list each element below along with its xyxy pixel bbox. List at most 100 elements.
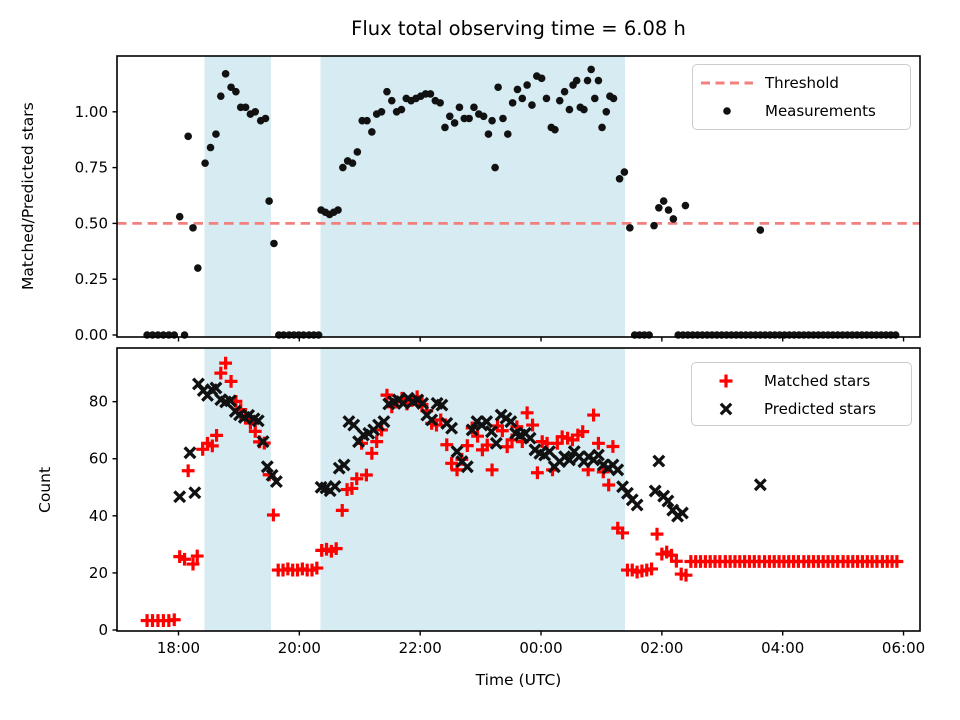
predicted-star-point [435, 398, 449, 412]
plus-marker-icon [694, 371, 758, 391]
predicted-star-point [425, 413, 439, 427]
matched-star-point [335, 504, 349, 517]
measurement-point [756, 226, 765, 234]
predicted-star-point [675, 506, 689, 520]
legend-label-measurements: Measurements [765, 102, 876, 120]
predicted-star-point [251, 414, 265, 428]
predicted-star-point [377, 415, 391, 429]
matched-star-point [592, 436, 605, 450]
measurement-point [572, 76, 581, 85]
x-tick-label: 20:00 [278, 639, 321, 657]
axes-spine [116, 55, 921, 338]
legend-row-predicted: Predicted stars [694, 395, 909, 423]
predicted-star-point [543, 445, 556, 459]
predicted-star-point [269, 475, 283, 489]
matched-star-point [650, 527, 664, 541]
measurement-point [484, 130, 493, 138]
measurement-point [583, 76, 592, 85]
y-tick-label: 80 [89, 393, 108, 411]
measurement-point [523, 81, 531, 89]
measurement-point [598, 123, 606, 132]
measurement-point [626, 224, 634, 232]
measurement-point [184, 132, 192, 141]
measurement-point [212, 130, 220, 138]
y-tick-label: 0.50 [75, 214, 108, 232]
measurement-point [650, 221, 658, 230]
matched-star-point [576, 425, 590, 439]
matched-star-point [460, 439, 474, 453]
predicted-star-point [480, 415, 494, 429]
measurement-point [542, 94, 551, 103]
measurement-point [194, 264, 202, 272]
matched-star-point [210, 428, 223, 442]
measurement-point [251, 108, 260, 116]
matched-star-point [214, 366, 228, 380]
measurement-point [491, 163, 499, 172]
measurement-point [206, 143, 215, 152]
y-tick-label: 0 [98, 621, 108, 639]
measurement-point [201, 159, 209, 167]
matched-star-point [495, 424, 509, 438]
measurement-point [450, 119, 459, 127]
predicted-star-point [591, 448, 605, 462]
measurement-point [227, 83, 235, 92]
legend-row-matched: Matched stars [694, 367, 909, 395]
measurement-point [555, 96, 564, 105]
y-tick-label: 1.00 [75, 103, 108, 121]
matched-star-point [329, 542, 343, 556]
matched-star-point [219, 356, 233, 370]
measurement-point [615, 174, 624, 183]
predicted-star-point [504, 415, 518, 429]
measurement-point [397, 105, 406, 114]
axes-spine [116, 347, 921, 632]
x-tick-label: 06:00 [882, 639, 925, 657]
top-legend: Threshold Measurements [692, 64, 911, 130]
matched-star-point [380, 388, 394, 402]
predicted-star-point [260, 460, 274, 474]
measurement-point [270, 239, 278, 248]
measurement-point [353, 148, 362, 156]
x-tick-label: 22:00 [399, 639, 442, 657]
y-tick-label: 0.25 [75, 270, 108, 288]
measurement-point [334, 206, 342, 214]
bottom-legend: Matched stars Predicted stars [691, 362, 912, 426]
measurement-point [363, 116, 371, 125]
matched-star-point [350, 472, 364, 486]
measurement-point [659, 197, 668, 205]
matched-star-point [248, 424, 262, 438]
measurement-point [221, 70, 230, 78]
matched-star-point [480, 438, 494, 452]
measurement-point [508, 99, 517, 107]
matched-star-point [310, 561, 324, 575]
y-tick-label: 0.00 [75, 326, 108, 344]
y-tick-label: 0.75 [75, 159, 108, 177]
predicted-star-point [347, 418, 361, 432]
bottom-y-axis-label: Count [36, 466, 54, 513]
matched-star-point [190, 549, 204, 563]
predicted-star-point [328, 479, 342, 493]
measurement-point [189, 224, 197, 232]
measurement-point [528, 101, 536, 109]
measurement-point [265, 197, 273, 205]
observing-window-band [320, 348, 626, 631]
predicted-star-point [450, 445, 464, 459]
measurement-point [216, 92, 225, 100]
predicted-star-point [630, 498, 644, 512]
matched-star-point [530, 466, 544, 480]
legend-label-threshold: Threshold [765, 74, 839, 92]
measurement-point [479, 112, 488, 121]
matched-star-point [445, 456, 458, 470]
observing-window-band [204, 56, 271, 337]
matched-star-point [606, 440, 620, 453]
measurement-point [518, 94, 527, 103]
matched-star-point [890, 555, 904, 568]
measurement-point [494, 83, 502, 92]
measurement-point [470, 103, 478, 112]
measurement-point [620, 168, 629, 176]
measurement-point [339, 163, 347, 172]
matched-star-point [365, 446, 379, 460]
figure-title: Flux total observing time = 6.08 h [351, 17, 686, 40]
legend-label-matched: Matched stars [764, 372, 871, 390]
